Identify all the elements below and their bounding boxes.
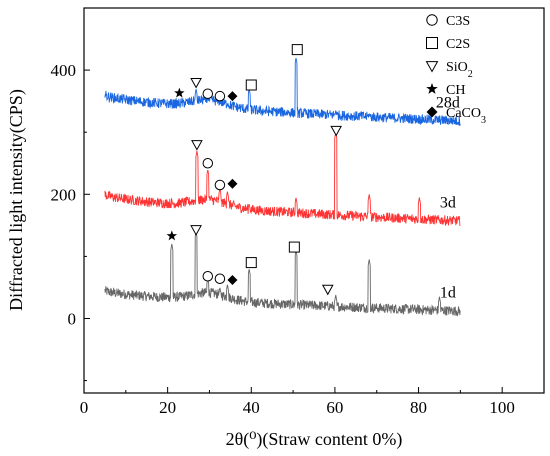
legend: C3S C2S SiO2 CH CaCO3 (425, 14, 486, 126)
y-axis-label: Diffracted light intensity(CPS) (6, 89, 27, 311)
peak-marker-diamond (227, 274, 238, 285)
y-tick-label: 200 (51, 185, 77, 204)
peak-marker-circle (214, 179, 226, 191)
square-symbol (245, 257, 257, 269)
legend-symbol-triangle-down (425, 61, 439, 73)
circle-symbol (214, 179, 226, 191)
x-tick-label: 0 (80, 398, 89, 417)
legend-label: CH (446, 83, 465, 98)
triangle-symbol (321, 284, 334, 296)
y-tick-label: 400 (51, 61, 77, 80)
circle-symbol (202, 88, 214, 99)
annotation-layer (166, 44, 343, 296)
square-symbol (291, 44, 303, 56)
peak-marker-square (288, 241, 300, 253)
triangle-symbol (190, 78, 202, 89)
triangle-symbol (190, 225, 202, 236)
x-tick-label: 60 (326, 398, 343, 417)
peak-marker-circle (214, 90, 226, 102)
series-line-3d (104, 132, 461, 227)
peak-marker-triangle-down (190, 78, 202, 89)
circle-symbol (202, 157, 214, 169)
peak-marker-diamond (227, 91, 238, 102)
legend-symbol-square (426, 37, 438, 49)
legend-label: C2S (446, 37, 470, 52)
triangle-symbol (191, 140, 203, 151)
peak-marker-triangle-down (190, 225, 202, 236)
tick-layer: 0 20 40 60 80 100 0 200 400 (51, 61, 515, 417)
peak-marker-circle (202, 88, 214, 99)
legend-label: SiO2 (446, 60, 473, 80)
square-symbol (245, 79, 257, 91)
series-label-28d: 28d (436, 94, 460, 111)
peak-marker-circle (202, 157, 214, 169)
triangle-symbol (425, 61, 439, 73)
square-symbol (288, 241, 300, 253)
star-symbol (166, 230, 178, 241)
peak-marker-triangle-down (321, 284, 334, 296)
series-label-3d: 3d (440, 194, 456, 211)
circle-symbol (214, 90, 226, 102)
series-layer: 1d 3d 28d (104, 58, 461, 317)
diamond-symbol (227, 274, 238, 285)
peak-marker-triangle-down (330, 125, 343, 137)
series-line-1d (104, 232, 461, 317)
diamond-symbol (227, 178, 238, 189)
peak-marker-triangle-down (191, 140, 203, 151)
peak-marker-circle (202, 271, 214, 282)
legend-symbol-star (426, 82, 438, 94)
star-symbol (174, 87, 185, 98)
peak-marker-square (245, 257, 257, 269)
peak-marker-star (166, 230, 178, 241)
legend-label: CaCO3 (446, 106, 486, 126)
series-label-1d: 1d (440, 284, 456, 301)
diamond-symbol (227, 91, 238, 102)
circle-symbol (426, 14, 438, 26)
circle-symbol (202, 271, 214, 282)
peak-marker-diamond (227, 178, 238, 189)
series-line-28d (104, 58, 461, 126)
legend-label: C3S (446, 14, 470, 29)
diamond-symbol (426, 106, 438, 118)
square-symbol (426, 37, 438, 49)
x-tick-label: 40 (243, 398, 260, 417)
circle-symbol (214, 273, 226, 284)
plot-frame (83, 7, 545, 394)
x-axis-label: 2θ(⁰)(Straw content 0%) (226, 429, 403, 450)
x-tick-label: 100 (489, 398, 515, 417)
triangle-symbol (330, 125, 343, 137)
star-symbol (426, 82, 438, 94)
legend-symbol-diamond (426, 106, 438, 118)
y-tick-label: 0 (68, 309, 77, 328)
peak-marker-square (245, 79, 257, 91)
x-tick-label: 80 (410, 398, 427, 417)
peak-marker-star (174, 87, 185, 98)
peak-marker-square (291, 44, 303, 56)
peak-marker-circle (214, 273, 226, 284)
x-tick-label: 20 (159, 398, 176, 417)
legend-symbol-circle (426, 14, 438, 26)
